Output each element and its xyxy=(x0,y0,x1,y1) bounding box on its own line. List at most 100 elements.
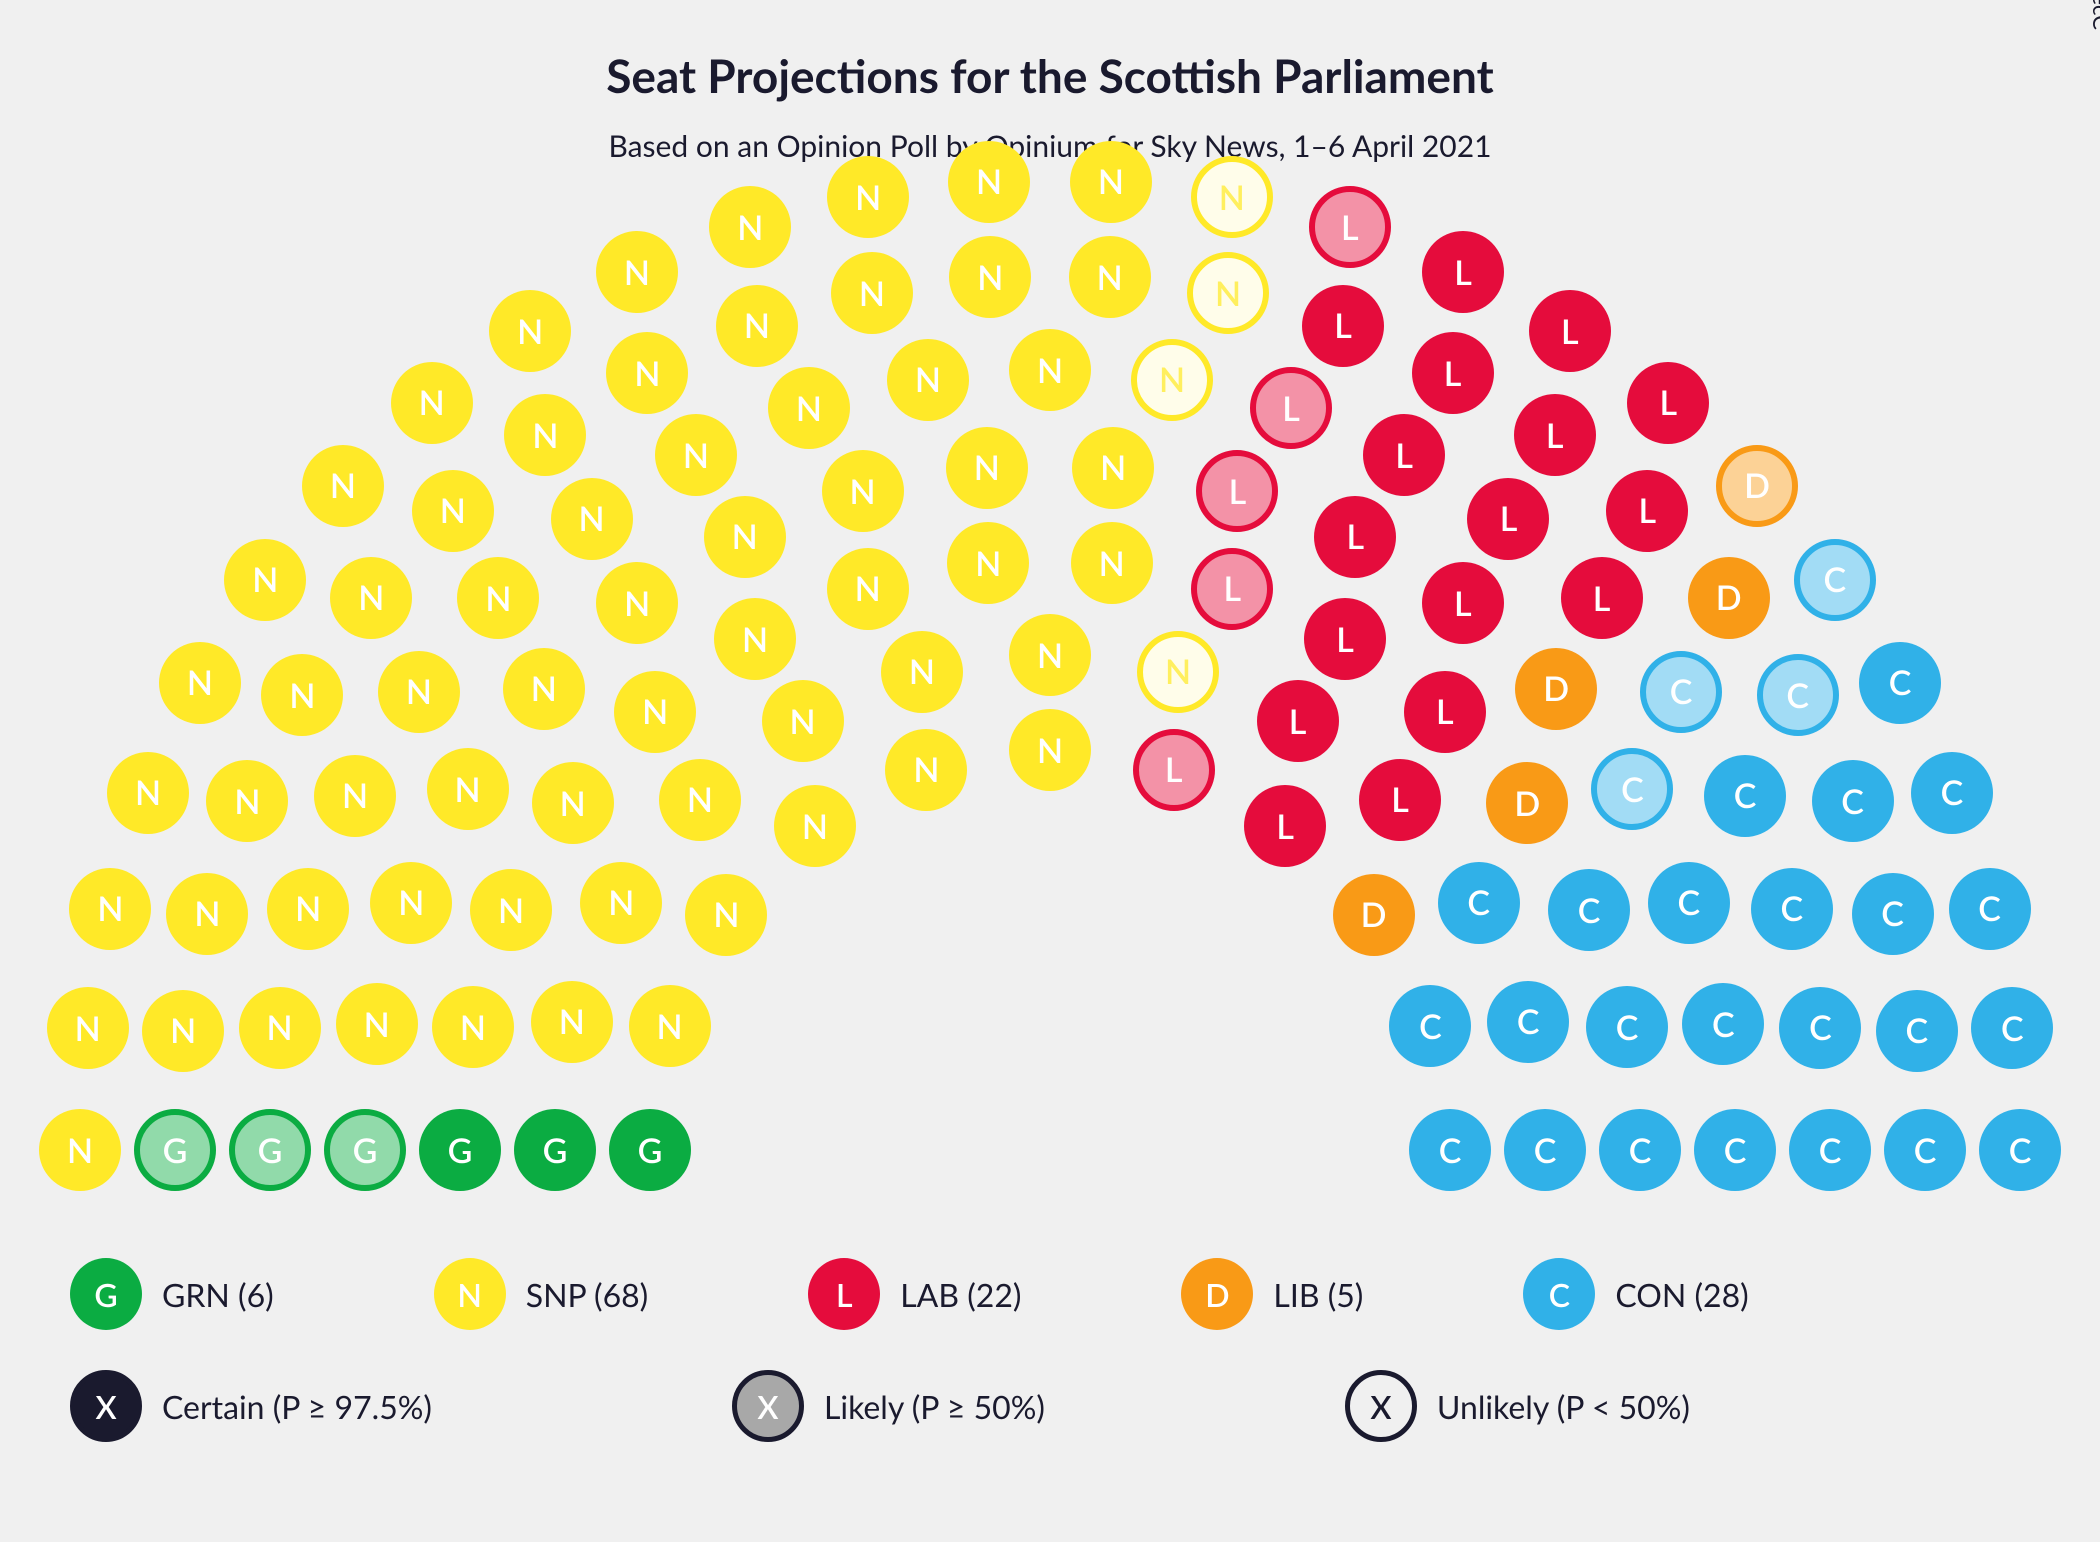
chart-credits: © 2021 Filip van Laenen, chart produced … xyxy=(2088,0,2100,30)
seat-snp: N xyxy=(774,785,856,867)
legend-confidence-row: XCertain (P ≥ 97.5%) X Likely (P ≥ 50%) XUn… xyxy=(70,1370,2030,1442)
seat-con: C xyxy=(1812,760,1894,842)
seat-con: C xyxy=(1751,868,1833,950)
seat-grn: G xyxy=(419,1109,501,1191)
seat-snp: N xyxy=(709,186,791,268)
seat-snp: N xyxy=(330,557,412,639)
seat-lab: L xyxy=(1422,562,1504,644)
seat-snp: N xyxy=(267,868,349,950)
seat-snp: N xyxy=(1009,329,1091,411)
seat-snp: N xyxy=(1191,156,1273,238)
seat-con: C xyxy=(1794,539,1876,621)
seat-snp: N xyxy=(596,562,678,644)
legend-label: CON (28) xyxy=(1615,1275,1748,1314)
seat-snp: N xyxy=(1070,141,1152,223)
seat-snp: N xyxy=(470,869,552,951)
seat-lab: L xyxy=(1314,496,1396,578)
seat-lab: L xyxy=(1412,332,1494,414)
seat-snp: N xyxy=(629,985,711,1067)
seat-snp: N xyxy=(336,983,418,1065)
seat-grn: G xyxy=(229,1109,311,1191)
legend-conf-certain: XCertain (P ≥ 97.5%) xyxy=(70,1370,432,1442)
seat-snp: N xyxy=(949,236,1031,318)
seat-snp: N xyxy=(503,648,585,730)
seat-snp: N xyxy=(239,987,321,1069)
seat-snp: N xyxy=(1069,236,1151,318)
legend: GGRN (6) N SNP (68) LLAB (22) D LIB (5) CCON (… xyxy=(70,1258,2030,1482)
seat-lab: L xyxy=(1627,362,1709,444)
legend-dot-snp: N xyxy=(434,1258,506,1330)
seat-lab: L xyxy=(1363,414,1445,496)
legend-parties-row: GGRN (6) N SNP (68) LLAB (22) D LIB (5) CCON (… xyxy=(70,1258,2030,1330)
seat-lab: L xyxy=(1191,548,1273,630)
legend-label: SNP (68) xyxy=(526,1275,649,1314)
seat-snp: N xyxy=(370,862,452,944)
chart-title: Seat Projections for the Scottish Parlia… xyxy=(0,48,2100,103)
seat-snp: N xyxy=(159,642,241,724)
seat-snp: N xyxy=(107,752,189,834)
legend-label: LIB (5) xyxy=(1273,1275,1363,1314)
seat-lib: D xyxy=(1688,557,1770,639)
seat-lib: D xyxy=(1515,648,1597,730)
seat-snp: N xyxy=(427,748,509,830)
chart-subtitle: Based on an Opinion Poll by Opinium for … xyxy=(0,128,2100,164)
seat-snp: N xyxy=(391,362,473,444)
seat-lab: L xyxy=(1302,285,1384,367)
seat-con: C xyxy=(1852,873,1934,955)
legend-conf-dot-likely: X xyxy=(732,1370,804,1442)
seat-snp: N xyxy=(947,522,1029,604)
seat-con: C xyxy=(1757,654,1839,736)
seat-lab: L xyxy=(1404,671,1486,753)
seat-snp: N xyxy=(762,680,844,762)
seat-lab: L xyxy=(1309,186,1391,268)
seat-con: C xyxy=(1504,1109,1586,1191)
seat-lib: D xyxy=(1716,445,1798,527)
legend-party-con: CCON (28) xyxy=(1523,1258,1748,1330)
legend-party-lab: LLAB (22) xyxy=(808,1258,1021,1330)
seat-snp: N xyxy=(302,445,384,527)
legend-dot-grn: G xyxy=(70,1258,142,1330)
seat-con: C xyxy=(1971,987,2053,1069)
seat-con: C xyxy=(1599,1109,1681,1191)
seat-snp: N xyxy=(378,651,460,733)
seat-con: C xyxy=(1586,986,1668,1068)
seat-con: C xyxy=(1640,651,1722,733)
seat-con: C xyxy=(1704,755,1786,837)
page: Seat Projections for the Scottish Parlia… xyxy=(0,0,2100,1542)
seat-lab: L xyxy=(1304,598,1386,680)
seat-con: C xyxy=(1648,862,1730,944)
seat-lab: L xyxy=(1467,478,1549,560)
seat-grn: G xyxy=(609,1109,691,1191)
legend-party-lib: D LIB (5) xyxy=(1181,1258,1363,1330)
seat-lab: L xyxy=(1514,394,1596,476)
seat-snp: N xyxy=(1072,427,1154,509)
seat-snp: N xyxy=(768,367,850,449)
seat-snp: N xyxy=(206,760,288,842)
seat-con: C xyxy=(1694,1109,1776,1191)
legend-conf-unlikely: XUnlikely (P < 50%) xyxy=(1345,1370,1690,1442)
legend-party-grn: GGRN (6) xyxy=(70,1258,274,1330)
seat-snp: N xyxy=(432,986,514,1068)
seat-con: C xyxy=(1682,983,1764,1065)
seat-snp: N xyxy=(531,981,613,1063)
legend-conf-label: Certain (P ≥ 97.5%) xyxy=(162,1387,432,1426)
seat-lab: L xyxy=(1133,729,1215,811)
seat-snp: N xyxy=(489,290,571,372)
legend-dot-lib: D xyxy=(1181,1258,1253,1330)
seat-snp: N xyxy=(580,862,662,944)
legend-conf-label: Likely (P ≥ 50%) xyxy=(824,1387,1045,1426)
seat-lib: D xyxy=(1333,874,1415,956)
seat-snp: N xyxy=(827,548,909,630)
seat-lib: D xyxy=(1486,762,1568,844)
seat-snp: N xyxy=(1009,709,1091,791)
seat-snp: N xyxy=(948,141,1030,223)
seat-snp: N xyxy=(551,478,633,560)
legend-conf-likely: X Likely (P ≥ 50%) xyxy=(732,1370,1045,1442)
seat-con: C xyxy=(1389,985,1471,1067)
seat-con: C xyxy=(1859,642,1941,724)
seat-con: C xyxy=(1949,868,2031,950)
seat-snp: N xyxy=(532,762,614,844)
seat-lab: L xyxy=(1257,680,1339,762)
legend-party-snp: N SNP (68) xyxy=(434,1258,649,1330)
seat-snp: N xyxy=(714,598,796,680)
